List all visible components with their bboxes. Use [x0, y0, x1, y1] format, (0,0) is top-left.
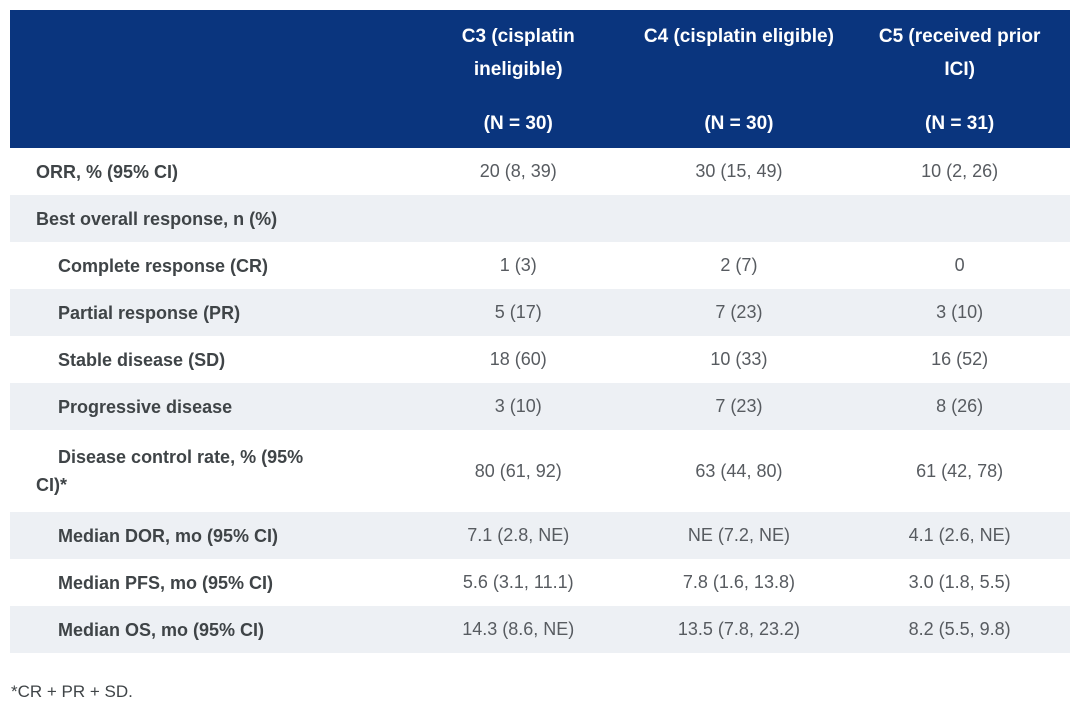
cell-value: 10 (2, 26) — [921, 161, 999, 181]
column-header-c4: C4 (cisplatin eligible) (N = 30) — [628, 10, 850, 148]
table-row-orr: ORR, % (95% CI) 20 (8, 39) 30 (15, 49) 1… — [10, 148, 1070, 195]
cell-value: 0 — [954, 255, 965, 275]
row-label: Progressive disease — [10, 383, 408, 430]
column-n: (N = 30) — [483, 113, 553, 134]
cell-value: 2 (7) — [720, 255, 758, 275]
row-label: Best overall response, n (%) — [10, 195, 408, 242]
results-table-page: C3 (cisplatin ineligible) (N = 30) C4 (c… — [10, 10, 1070, 702]
cell-value: 7 (23) — [628, 289, 850, 336]
table-row-median-dor: Median DOR, mo (95% CI) 7.1 (2.8, NE) NE… — [10, 512, 1070, 559]
table-row-progressive-disease: Progressive disease 3 (10) 7 (23) 8 (26) — [10, 383, 1070, 430]
row-label: ORR, % (95% CI) — [36, 161, 179, 182]
cell-value: 18 (60) — [489, 349, 547, 369]
header-row: C3 (cisplatin ineligible) (N = 30) C4 (c… — [10, 10, 1070, 148]
table-footnote: *CR + PR + SD. — [11, 682, 133, 701]
header-spacer — [10, 10, 408, 148]
table-row-partial-response: Partial response (PR) 5 (17) 7 (23) 3 (1… — [10, 289, 1070, 336]
cell-value — [849, 195, 1070, 242]
cell-value — [628, 195, 850, 242]
column-header-c5: C5 (received prior ICI) (N = 31) — [849, 10, 1070, 148]
cell-value: 3.0 (1.8, 5.5) — [908, 572, 1011, 592]
cell-value: 10 (33) — [710, 349, 768, 369]
column-title: C4 (cisplatin eligible) — [643, 26, 834, 47]
efficacy-results-table: C3 (cisplatin ineligible) (N = 30) C4 (c… — [10, 10, 1070, 653]
cell-value: 16 (52) — [931, 349, 989, 369]
row-label: Median DOR, mo (95% CI) — [10, 512, 408, 559]
cell-value — [407, 195, 629, 242]
cell-value: 5 (17) — [407, 289, 629, 336]
row-label: Median OS, mo (95% CI) — [10, 606, 408, 653]
column-header-c3: C3 (cisplatin ineligible) (N = 30) — [407, 10, 629, 148]
cell-value: 7.8 (1.6, 13.8) — [682, 572, 795, 592]
cell-value: 20 (8, 39) — [479, 161, 557, 181]
cell-value: 5.6 (3.1, 11.1) — [462, 572, 574, 592]
cell-value: 3 (10) — [849, 289, 1070, 336]
row-label: Median PFS, mo (95% CI) — [58, 572, 274, 593]
cell-value: 1 (3) — [499, 255, 537, 275]
table-row-disease-control-rate: Disease control rate, % (95% CI)* 80 (61… — [10, 430, 1070, 512]
cell-value: 3 (10) — [407, 383, 629, 430]
table-row-complete-response: Complete response (CR) 1 (3) 2 (7) 0 — [10, 242, 1070, 289]
cell-value: 61 (42, 78) — [916, 460, 1004, 481]
table-row-best-overall-response: Best overall response, n (%) — [10, 195, 1070, 242]
column-n: (N = 30) — [704, 113, 774, 134]
column-title: C3 (cisplatin ineligible) — [461, 26, 575, 80]
row-label: Complete response (CR) — [58, 255, 269, 276]
cell-value: 80 (61, 92) — [474, 460, 562, 481]
table-row-median-pfs: Median PFS, mo (95% CI) 5.6 (3.1, 11.1) … — [10, 559, 1070, 606]
cell-value: 7.1 (2.8, NE) — [407, 512, 629, 559]
cell-value: 7 (23) — [628, 383, 850, 430]
cell-value: 8 (26) — [849, 383, 1070, 430]
table-body: ORR, % (95% CI) 20 (8, 39) 30 (15, 49) 1… — [10, 148, 1070, 653]
cell-value: 4.1 (2.6, NE) — [849, 512, 1070, 559]
cell-value: NE (7.2, NE) — [628, 512, 850, 559]
table-row-stable-disease: Stable disease (SD) 18 (60) 10 (33) 16 (… — [10, 336, 1070, 383]
row-label: Disease control rate, % (95% CI)* — [36, 447, 304, 495]
row-label: Stable disease (SD) — [58, 349, 226, 370]
cell-value: 13.5 (7.8, 23.2) — [628, 606, 850, 653]
column-n: (N = 31) — [925, 113, 995, 134]
cell-value: 8.2 (5.5, 9.8) — [849, 606, 1070, 653]
cell-value: 63 (44, 80) — [695, 460, 783, 481]
row-label: Partial response (PR) — [10, 289, 408, 336]
column-title: C5 (received prior ICI) — [878, 26, 1041, 80]
table-header: C3 (cisplatin ineligible) (N = 30) C4 (c… — [10, 10, 1070, 148]
cell-value: 30 (15, 49) — [695, 161, 783, 181]
cell-value: 14.3 (8.6, NE) — [407, 606, 629, 653]
table-row-median-os: Median OS, mo (95% CI) 14.3 (8.6, NE) 13… — [10, 606, 1070, 653]
